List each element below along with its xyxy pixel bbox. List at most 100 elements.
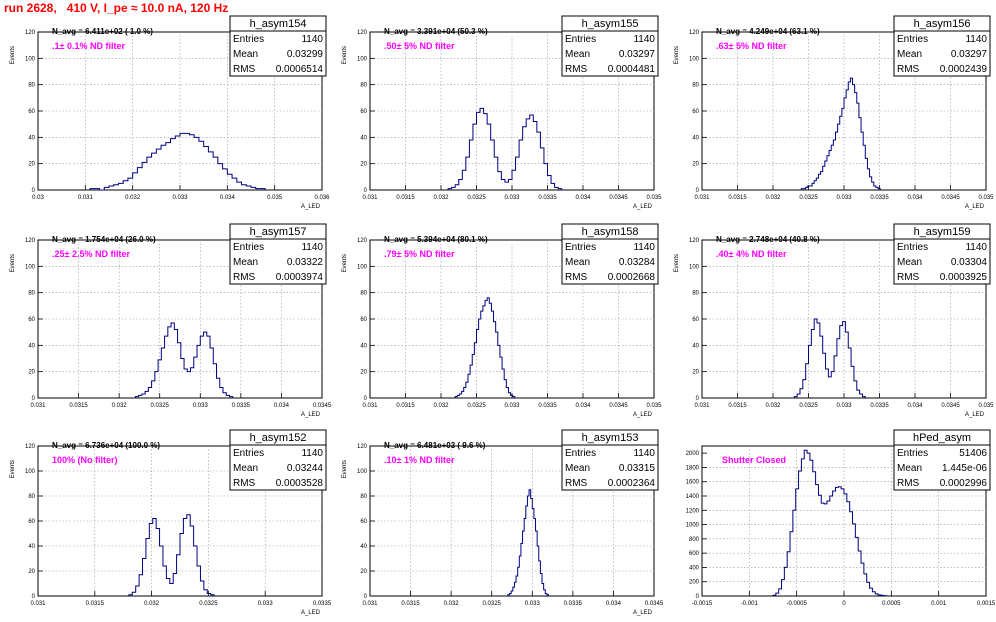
x-tick-label: 0.03 [32, 195, 44, 201]
y-tick-label: 40 [360, 544, 367, 550]
y-tick-label: 100 [357, 469, 368, 475]
y-axis-title: Events [342, 254, 348, 272]
x-tick-label: 0.0335 [538, 195, 557, 201]
histogram-panel-h-asym154: 0.03 0.031 0.032 0.033 0.034 0.035 0.036 0 20 40 6… [10, 15, 330, 210]
histogram-line [772, 449, 888, 597]
y-tick-label: 40 [28, 135, 35, 141]
stats-value-rms: 0.0003974 [276, 272, 324, 283]
stats-value-rms: 0.0002364 [608, 478, 656, 489]
stats-key-entries: Entries [233, 34, 264, 45]
x-tick-label: 0.032 [765, 195, 781, 201]
y-tick-label: 20 [692, 162, 699, 168]
stats-key-mean: Mean [233, 49, 258, 60]
y-tick-label: 0 [364, 396, 368, 402]
y-tick-label: 0 [696, 396, 700, 402]
stats-title: h_asym156 [914, 18, 971, 30]
stats-box [561, 15, 659, 77]
stats-box [893, 429, 991, 491]
x-axis-title: A_LED [633, 610, 653, 616]
stats-value-mean: 0.03297 [951, 49, 988, 60]
stats-value-entries: 1140 [301, 448, 323, 459]
filter-label: .63± 5% ND filter [716, 41, 787, 51]
y-tick-label: 60 [360, 519, 367, 525]
x-axis-title: A_LED [301, 610, 321, 616]
x-tick-label: 0.0335 [232, 403, 251, 409]
histogram-line [454, 297, 516, 398]
x-axis-title: A_LED [965, 412, 985, 418]
x-tick-label: 0.0345 [645, 601, 664, 607]
y-tick-label: 800 [689, 537, 700, 543]
x-tick-label: 0.033 [504, 195, 520, 201]
stats-key-mean: Mean [565, 257, 590, 268]
stats-value-entries: 1140 [633, 34, 655, 45]
stats-key-rms: RMS [233, 272, 256, 283]
x-tick-label: 0.031 [362, 195, 378, 201]
y-tick-label: 20 [28, 569, 35, 575]
stats-title: h_asym152 [250, 432, 307, 444]
y-tick-label: 1800 [686, 465, 700, 471]
x-tick-label: 0.034 [606, 601, 622, 607]
y-tick-label: 200 [689, 580, 700, 586]
stats-value-mean: 0.03244 [287, 463, 324, 474]
y-axis-title: Events [342, 46, 348, 64]
x-tick-label: 0.0325 [483, 601, 502, 607]
y-tick-label: 120 [25, 30, 36, 36]
y-tick-label: 20 [28, 370, 35, 376]
x-tick-label: 0.0345 [609, 195, 628, 201]
y-tick-label: 120 [357, 444, 368, 450]
x-tick-label: 0.032 [765, 403, 781, 409]
stats-key-entries: Entries [897, 448, 928, 459]
stats-box [229, 223, 327, 285]
x-tick-label: 0.032 [144, 601, 160, 607]
y-tick-label: 0 [32, 594, 36, 600]
stats-box [561, 429, 659, 491]
y-tick-label: 80 [28, 291, 35, 297]
histogram-panel-h-asym152: 0.031 0.0315 0.032 0.0325 0.033 0.0335 0 20 40 60… [10, 429, 332, 616]
x-tick-label: 0.035 [978, 195, 994, 201]
y-axis-title: Events [10, 254, 16, 272]
stats-key-entries: Entries [897, 34, 928, 45]
x-tick-label: 0.032 [125, 195, 141, 201]
x-axis-title: A_LED [633, 204, 653, 210]
y-axis-title: Events [10, 460, 16, 478]
y-tick-label: 120 [689, 238, 700, 244]
y-tick-label: 100 [357, 56, 368, 62]
y-tick-label: 2000 [686, 451, 700, 457]
stats-value-rms: 0.0002996 [940, 478, 988, 489]
y-tick-label: 120 [357, 238, 368, 244]
y-axis-title: Events [674, 254, 680, 272]
y-tick-label: 20 [360, 569, 367, 575]
stats-key-mean: Mean [565, 463, 590, 474]
stats-key-mean: Mean [565, 49, 590, 60]
x-tick-label: 0.034 [220, 195, 236, 201]
y-tick-label: 20 [28, 162, 35, 168]
y-tick-label: 0 [32, 396, 36, 402]
x-tick-label: 0.0345 [313, 403, 332, 409]
histogram-line [447, 107, 563, 190]
x-tick-label: 0.0325 [799, 195, 818, 201]
y-tick-label: 20 [692, 370, 699, 376]
x-tick-label: 0.0345 [941, 403, 960, 409]
n-avg-label: N_avg = 1.754e+04 (26.0 %) [52, 235, 156, 244]
y-tick-label: 100 [25, 469, 36, 475]
n-avg-label: N_avg = 6.411e+02 ( 1.0 %) [52, 27, 153, 36]
canvas-title: run 2628, 410 V, I_pe ≈ 10.0 nA, 120 Hz [4, 1, 229, 15]
stats-key-mean: Mean [233, 257, 258, 268]
x-axis-title: A_LED [633, 412, 653, 418]
x-tick-label: 0.033 [525, 601, 541, 607]
stats-value-entries: 51406 [959, 448, 987, 459]
y-tick-label: 1200 [686, 508, 700, 514]
x-tick-label: 0.0315 [86, 601, 105, 607]
filter-label: .10± 1% ND filter [384, 455, 455, 465]
filter-label: .79± 5% ND filter [384, 249, 455, 259]
x-tick-label: 0.0315 [396, 195, 415, 201]
x-tick-label: 0.032 [433, 195, 449, 201]
stats-value-entries: 1140 [965, 34, 987, 45]
x-tick-label: 0.031 [30, 601, 46, 607]
y-tick-label: 80 [692, 291, 699, 297]
stats-title: h_asym153 [582, 432, 639, 444]
n-avg-label: N_avg = 2.748e+04 (40.8 %) [716, 235, 820, 244]
y-tick-label: 20 [360, 370, 367, 376]
filter-label: 100% (No filter) [52, 455, 118, 465]
y-tick-label: 60 [360, 109, 367, 115]
